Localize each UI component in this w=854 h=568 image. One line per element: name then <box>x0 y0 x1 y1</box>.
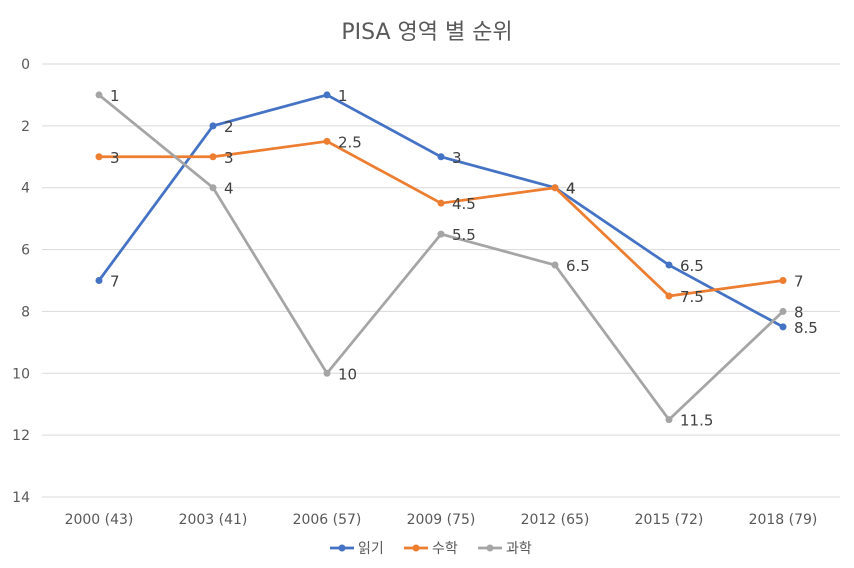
data-point <box>779 323 787 331</box>
data-point <box>665 261 673 269</box>
legend-label: 읽기 <box>358 541 384 557</box>
data-label: 7.5 <box>680 288 704 306</box>
data-label: 3 <box>110 149 120 167</box>
legend-marker <box>338 544 346 552</box>
data-label: 1 <box>338 87 348 105</box>
data-point <box>665 292 673 300</box>
data-point <box>95 153 103 161</box>
y-axis-ticks: 0 2 4 6 8 10 12 14 <box>12 57 30 506</box>
data-label: 11.5 <box>680 412 713 430</box>
data-point <box>323 91 331 99</box>
data-point <box>209 153 217 161</box>
data-point <box>437 230 445 238</box>
series-group <box>95 91 787 424</box>
x-tick-label: 2000 (43) <box>65 512 134 528</box>
data-label: 6.5 <box>680 257 704 275</box>
data-label: 3 <box>224 149 234 167</box>
data-label: 1 <box>110 87 120 105</box>
y-tick-label: 14 <box>12 490 30 506</box>
data-label: 7 <box>794 273 804 291</box>
legend-marker <box>412 544 420 552</box>
data-label: 3 <box>452 149 462 167</box>
data-label: 4 <box>224 180 234 198</box>
data-label: 8.5 <box>794 319 818 337</box>
x-tick-label: 2012 (65) <box>521 512 590 528</box>
y-tick-label: 8 <box>21 304 30 320</box>
data-point <box>209 184 217 192</box>
legend: 읽기 수학 과학 <box>330 541 532 557</box>
x-tick-label: 2003 (41) <box>179 512 248 528</box>
data-point <box>323 369 331 377</box>
data-label: 4.5 <box>452 195 476 213</box>
x-tick-label: 2006 (57) <box>293 512 362 528</box>
data-label: 4 <box>566 180 576 198</box>
data-label: 8 <box>794 303 804 321</box>
y-tick-label: 10 <box>12 366 30 382</box>
data-point <box>95 91 103 99</box>
data-label: 5.5 <box>452 226 476 244</box>
y-tick-label: 4 <box>21 181 30 197</box>
legend-label: 수학 <box>432 541 458 557</box>
data-point <box>551 184 559 192</box>
data-point <box>665 416 673 424</box>
data-label: 6.5 <box>566 257 590 275</box>
data-label: 7 <box>110 273 120 291</box>
y-tick-label: 12 <box>12 428 30 444</box>
data-label: 2.5 <box>338 133 362 151</box>
chart-title: PISA 영역 별 순위 <box>341 20 512 45</box>
data-point <box>551 261 559 269</box>
x-tick-label: 2018 (79) <box>749 512 818 528</box>
data-point <box>209 122 217 130</box>
x-tick-label: 2009 (75) <box>407 512 476 528</box>
legend-marker <box>486 544 494 552</box>
legend-label: 과학 <box>506 541 532 557</box>
data-point <box>437 153 445 161</box>
data-label: 4 <box>566 180 576 198</box>
x-axis-ticks: 2000 (43) 2003 (41) 2006 (57) 2009 (75) 2012… <box>65 512 818 528</box>
y-tick-label: 2 <box>21 119 30 135</box>
y-tick-label: 6 <box>21 243 30 259</box>
y-tick-label: 0 <box>21 57 30 73</box>
data-point <box>437 199 445 207</box>
data-point <box>779 277 787 284</box>
gridlines <box>42 63 840 498</box>
data-label: 2 <box>224 118 234 136</box>
data-point <box>95 277 103 284</box>
x-tick-label: 2015 (72) <box>635 512 704 528</box>
data-label: 10 <box>338 365 357 383</box>
data-point <box>323 137 331 145</box>
data-point <box>779 307 787 315</box>
